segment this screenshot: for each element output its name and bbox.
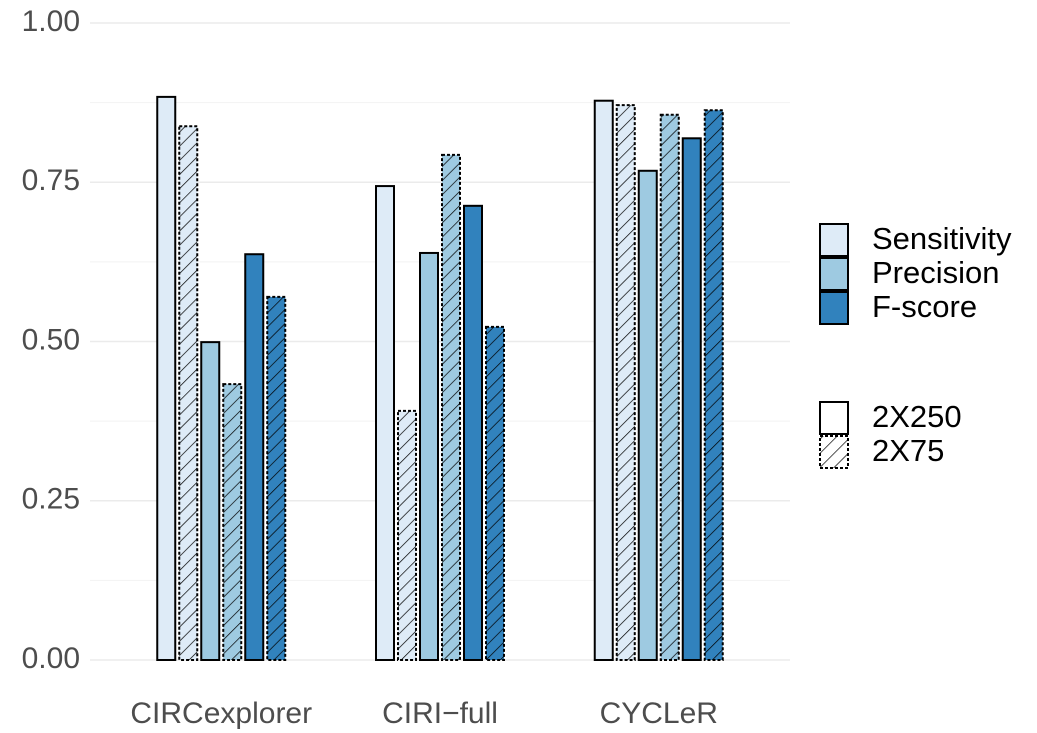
bar [156,95,177,661]
x-tick-label: CIRCexplorer [130,697,312,730]
legend-key [819,257,849,291]
legend-key [819,435,849,469]
legend-label: 2X250 [872,399,962,434]
bar [397,409,417,662]
bar [419,251,439,661]
legend-label: Precision [872,255,1000,290]
y-tick-label: 0.00 [22,642,80,675]
bar [244,253,265,662]
legend-key [819,223,849,257]
legend-key [819,291,849,325]
bar [441,153,461,661]
bar [593,99,614,662]
legend-label: 2X75 [872,433,944,468]
bar [178,125,199,662]
bar [615,104,636,662]
bar [200,341,221,661]
x-tick-label: CIRI−full [382,697,498,730]
bar [375,185,395,662]
bar [485,325,505,661]
bar [222,383,243,661]
bar [659,113,680,661]
y-tick-label: 0.75 [22,164,80,197]
y-tick-label: 0.25 [22,483,80,516]
bar [703,109,724,662]
legend-key [819,401,849,435]
x-tick-label: CYCLeR [600,697,718,730]
legend-label: F-score [872,289,977,324]
bar [637,169,658,661]
bar [266,295,287,661]
legend-label: Sensitivity [872,221,1012,256]
y-tick-label: 0.50 [22,323,80,356]
y-tick-label: 1.00 [22,5,80,38]
bar [463,204,483,661]
bar [681,137,702,661]
